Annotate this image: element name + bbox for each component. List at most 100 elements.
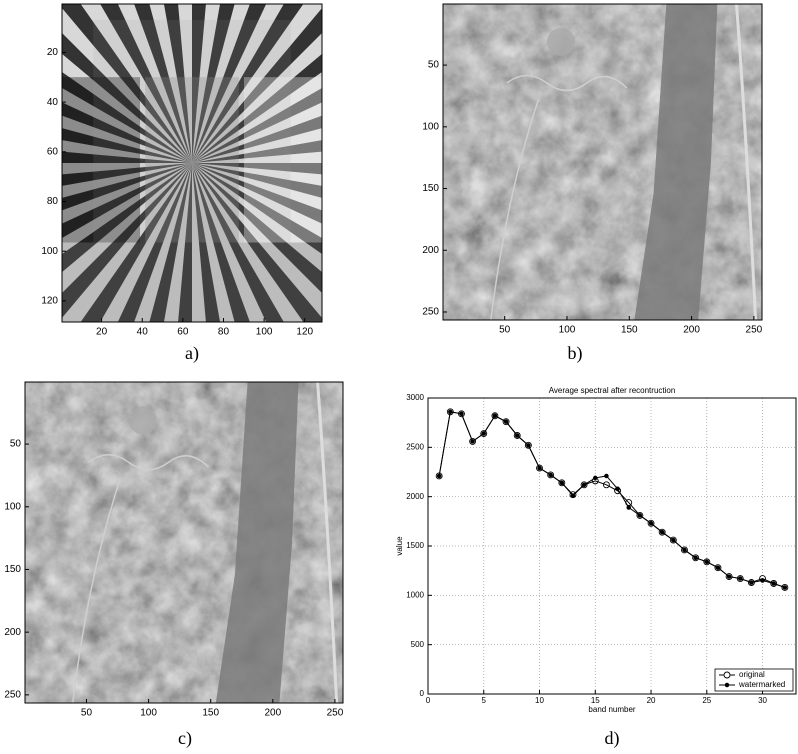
y-tick-label: 80 xyxy=(47,196,59,207)
data-point xyxy=(469,437,477,445)
y-tick-label: 50 xyxy=(428,60,440,71)
ray xyxy=(192,4,206,163)
data-point xyxy=(682,547,687,553)
x-tick-label: 50 xyxy=(81,708,93,719)
y-tick-label: 40 xyxy=(47,97,59,108)
data-point xyxy=(536,464,543,472)
x-tick-label: 20 xyxy=(96,327,108,338)
data-point xyxy=(669,536,677,544)
axes-frame xyxy=(24,381,344,704)
ray xyxy=(192,163,322,255)
data-point xyxy=(470,439,475,444)
ray xyxy=(192,4,304,163)
data-point xyxy=(580,481,588,489)
series-line xyxy=(438,411,786,588)
ray xyxy=(192,8,322,163)
y-tick-label: 100 xyxy=(4,501,21,512)
x-tick-label: 80 xyxy=(218,327,230,338)
data-point xyxy=(636,511,644,519)
data-point xyxy=(604,473,609,479)
x-tick-label: 40 xyxy=(137,327,149,338)
ray xyxy=(62,151,192,163)
data-point xyxy=(526,443,531,448)
pond xyxy=(547,27,576,56)
ray xyxy=(192,163,322,293)
ray xyxy=(62,163,192,273)
axes-frame xyxy=(442,3,763,321)
x-tick-label: 100 xyxy=(559,325,576,336)
stream xyxy=(490,74,628,321)
data-point xyxy=(503,419,509,424)
x-tick-label: 10 xyxy=(535,696,544,705)
x-tick-label: 100 xyxy=(140,708,157,719)
river xyxy=(215,382,299,703)
legend-label: watermarked xyxy=(738,680,785,689)
ray xyxy=(62,163,192,211)
data-point xyxy=(626,505,631,510)
data-point xyxy=(502,418,510,426)
ray xyxy=(62,163,192,186)
y-tick-label: 100 xyxy=(422,121,439,132)
ray xyxy=(163,4,192,163)
data-point xyxy=(524,441,532,449)
data-point xyxy=(715,565,721,570)
caption: d) xyxy=(605,728,620,749)
data-point xyxy=(491,412,499,420)
y-axis-label: value xyxy=(395,536,404,556)
data-point xyxy=(760,578,765,583)
caption: b) xyxy=(568,343,583,364)
y-tick-label: 2500 xyxy=(406,442,424,451)
x-tick-label: 200 xyxy=(264,708,281,719)
data-point xyxy=(770,580,778,587)
x-tick-label: 150 xyxy=(621,325,638,336)
data-point xyxy=(615,486,620,492)
series-line xyxy=(438,411,786,588)
data-point xyxy=(513,432,521,439)
pond xyxy=(128,406,157,435)
data-point xyxy=(737,576,743,581)
legend-marker xyxy=(723,671,731,679)
caption: a) xyxy=(185,343,199,364)
data-point xyxy=(459,411,464,417)
x-tick-label: 250 xyxy=(327,708,344,719)
data-point xyxy=(435,472,443,480)
data-point xyxy=(559,480,565,486)
data-point xyxy=(581,482,587,488)
ray xyxy=(192,4,267,163)
ray xyxy=(62,163,192,318)
data-point xyxy=(448,409,453,415)
ray xyxy=(62,128,192,163)
data-point xyxy=(704,559,710,565)
y-tick-label: 20 xyxy=(47,47,59,58)
data-point xyxy=(714,564,722,572)
y-tick-label: 120 xyxy=(41,296,58,307)
ray xyxy=(192,163,250,322)
data-point xyxy=(492,413,498,419)
data-point xyxy=(458,410,465,418)
ray xyxy=(62,71,192,163)
data-point xyxy=(548,472,553,478)
legend-label: original xyxy=(739,670,765,679)
caption: c) xyxy=(178,728,192,749)
y-tick-label: 200 xyxy=(4,627,21,638)
data-point xyxy=(747,579,755,586)
data-point xyxy=(781,583,789,591)
data-point xyxy=(725,573,733,581)
ray xyxy=(192,4,235,163)
x-tick-label: 120 xyxy=(296,327,313,338)
shade xyxy=(62,77,140,243)
x-tick-label: 250 xyxy=(746,325,763,336)
road xyxy=(734,3,758,321)
river xyxy=(634,4,718,320)
y-tick-label: 200 xyxy=(422,245,439,256)
ray xyxy=(192,163,322,224)
y-tick-label: 3000 xyxy=(406,393,424,402)
data-point xyxy=(671,537,676,543)
y-tick-label: 250 xyxy=(4,689,21,700)
ray xyxy=(62,4,192,163)
ray xyxy=(117,163,192,322)
axes-frame xyxy=(61,3,323,323)
data-point xyxy=(593,475,598,481)
ray xyxy=(192,163,322,322)
